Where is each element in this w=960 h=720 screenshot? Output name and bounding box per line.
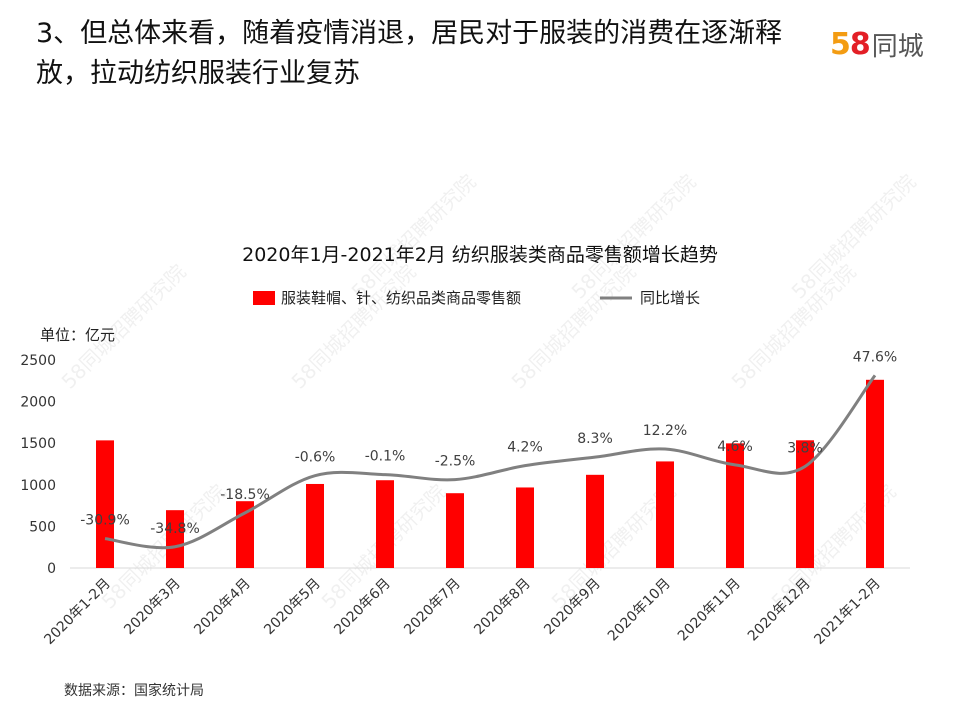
legend-bar-swatch [253, 291, 275, 305]
slide-title: 3、但总体来看，随着疫情消退，居民对于服装的消费在逐渐释放，拉动纺织服装行业复苏 [36, 18, 783, 89]
watermark-layer: 58同城招聘研究院 58同城招聘研究院 58同城招聘研究院 58同城招聘研究院58同城… [57, 170, 921, 614]
legend-line-label: 同比增长 [640, 289, 700, 307]
x-tick-label: 2020年7月 [401, 576, 464, 639]
bar [866, 379, 884, 568]
data-source: 数据来源：国家统计局 [64, 683, 204, 699]
bar [306, 483, 324, 568]
legend-bar-label: 服装鞋帽、针、纺织品类商品零售额 [281, 289, 521, 307]
logo-digits: 58 [830, 26, 871, 62]
x-tick-label: 2020年5月 [261, 576, 324, 639]
y-tick-label: 2500 [20, 353, 56, 369]
growth-label: -2.5% [435, 454, 476, 470]
bar [376, 480, 394, 568]
brand-logo: 58 同城 [830, 26, 924, 62]
logo-text: 同城 [871, 31, 924, 62]
x-axis: 2020年1-2月 2020年3月 2020年4月 2020年5月 2020年6月 202… [41, 576, 883, 648]
y-tick-label: 1000 [20, 478, 56, 494]
bar [446, 493, 464, 568]
bar [656, 461, 674, 568]
y-tick-label: 500 [29, 519, 56, 535]
x-tick-label: 2020年10月 [605, 576, 674, 645]
bar [796, 440, 814, 568]
bar-series [96, 379, 884, 568]
bar [236, 501, 254, 568]
growth-label: -30.9% [80, 513, 130, 529]
bar [516, 487, 534, 568]
growth-labels: -30.9% -34.8% -18.5% -0.6% -0.1% -2.5% 4.2% 8.3… [80, 349, 897, 536]
bar [166, 510, 184, 568]
growth-label: 3.8% [787, 440, 823, 456]
growth-label: 4.6% [717, 439, 753, 455]
logo-digit-8: 8 [849, 26, 871, 62]
growth-label: -18.5% [220, 487, 270, 503]
growth-line [104, 374, 877, 550]
logo-digit-5: 5 [830, 26, 851, 62]
growth-label: 4.2% [507, 440, 543, 456]
chart-title: 2020年1月-2021年2月 纺织服装类商品零售额增长趋势 [242, 244, 718, 266]
y-axis: 0 500 1000 1500 2000 2500 [20, 353, 56, 577]
growth-label: -0.6% [295, 450, 336, 466]
growth-label: 8.3% [577, 431, 613, 447]
unit-label: 单位：亿元 [40, 326, 115, 344]
y-tick-label: 0 [47, 561, 56, 577]
y-tick-label: 1500 [20, 436, 56, 452]
growth-label: 47.6% [853, 349, 897, 365]
legend: 服装鞋帽、针、纺织品类商品零售额 同比增长 [253, 289, 700, 307]
bar [726, 443, 744, 568]
growth-label: 12.2% [643, 423, 687, 439]
x-tick-label: 2020年4月 [191, 576, 254, 639]
growth-label: -0.1% [365, 449, 406, 465]
x-tick-label: 2020年8月 [471, 576, 534, 639]
bar [586, 474, 604, 568]
x-tick-label: 2020年11月 [675, 576, 744, 645]
growth-label: -34.8% [150, 521, 200, 537]
x-tick-label: 2021年1-2月 [811, 576, 883, 648]
bar [96, 440, 114, 568]
x-tick-label: 2020年1-2月 [41, 576, 113, 648]
y-tick-label: 2000 [20, 395, 56, 411]
